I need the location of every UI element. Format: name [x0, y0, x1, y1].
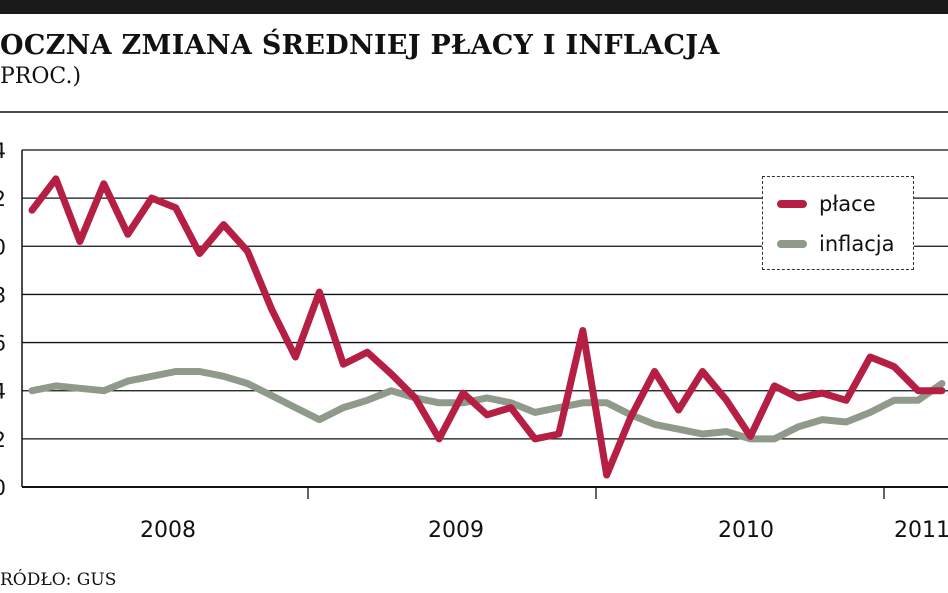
y-tick-label: 2	[0, 187, 6, 211]
y-tick-label: 4	[0, 139, 6, 163]
y-tick-label: 0	[0, 476, 6, 500]
chart-subtitle: PROC.)	[0, 64, 82, 89]
x-axis-labels: 2008 2009 2010 2011	[140, 518, 948, 543]
y-tick-label: 8	[0, 283, 6, 307]
legend-item-inflacja: inflacja	[777, 229, 895, 259]
y-tick-label: 6	[0, 332, 6, 356]
y-tick-label: 0	[0, 235, 6, 259]
top-bar	[0, 0, 948, 14]
series-line-inflacja	[28, 368, 946, 443]
legend-label-place: płace	[819, 192, 876, 216]
y-tick-labels: 0 2 4 6 8 0 2 4	[0, 139, 6, 500]
legend-swatch-inflacja	[777, 240, 807, 248]
grid-lines	[0, 111, 948, 499]
chart-title: OCZNA ZMIANA ŚREDNIEJ PŁACY I INFLACJA	[0, 30, 720, 61]
legend-item-place: płace	[777, 189, 876, 219]
y-tick-label: 2	[0, 428, 6, 452]
series-line-place	[28, 175, 946, 479]
legend: płace inflacja	[762, 176, 914, 270]
legend-label-inflacja: inflacja	[819, 232, 895, 256]
x-tick-label: 2008	[140, 518, 196, 543]
x-tick-label: 2009	[428, 518, 484, 543]
legend-swatch-place	[777, 200, 807, 208]
series-lines	[28, 175, 946, 479]
y-tick-label: 4	[0, 380, 6, 404]
x-tick-label: 2011	[894, 518, 948, 543]
x-tick-label: 2010	[718, 518, 774, 543]
source-note: RÓDŁO: GUS	[0, 570, 117, 590]
